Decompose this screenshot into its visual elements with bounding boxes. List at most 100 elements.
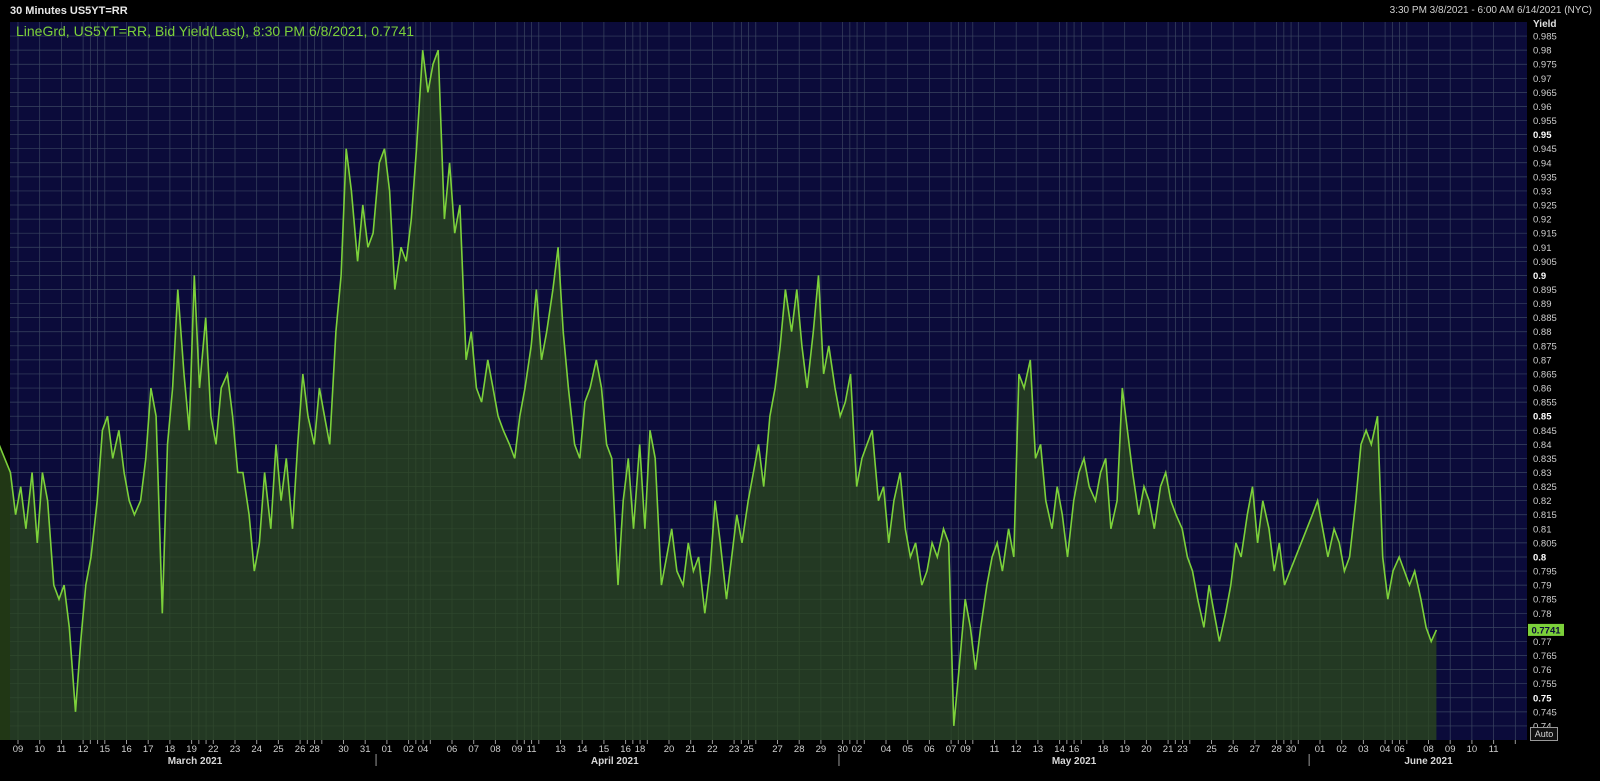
month-label: March 2021	[168, 756, 223, 767]
x-tick-label: 02	[852, 744, 863, 755]
x-tick-label: 01	[1315, 744, 1326, 755]
x-tick-label: 10	[1467, 744, 1478, 755]
x-tick-label: 22	[208, 744, 219, 755]
x-tick-label: 10	[34, 744, 45, 755]
x-tick-label: 07	[946, 744, 957, 755]
month-labels: March 2021 April 2021 May 2021 June 2021	[168, 754, 1453, 767]
x-tick-label: 24	[251, 744, 262, 755]
x-tick-label: 12	[1011, 744, 1022, 755]
x-tick-label: 16	[121, 744, 132, 755]
y-tick-label: 0.87	[1533, 355, 1552, 366]
x-tick-label: 09	[512, 744, 523, 755]
x-tick-label: 30	[338, 744, 349, 755]
y-tick-label: 0.805	[1533, 538, 1557, 549]
y-tick-label: 0.785	[1533, 595, 1557, 606]
x-tick-label: 11	[990, 744, 1000, 755]
x-tick-label: 28	[1271, 744, 1282, 755]
x-tick-label: 04	[1380, 744, 1391, 755]
window-title: 30 Minutes US5YT=RR	[10, 5, 128, 17]
y-tick-label: 0.86	[1533, 384, 1552, 395]
y-tick-label: 0.85	[1533, 412, 1552, 423]
y-tick-label: 0.82	[1533, 496, 1552, 507]
x-tick-label: 16	[620, 744, 631, 755]
y-tick-label: 0.95	[1533, 130, 1552, 141]
last-value-badge: 0.7741	[1528, 623, 1564, 636]
x-tick-label: 30	[837, 744, 848, 755]
y-tick-label: 0.865	[1533, 369, 1557, 380]
y-tick-label: 0.915	[1533, 229, 1557, 240]
y-axis: 0.740.7450.750.7550.760.7650.770.7750.78…	[1533, 32, 1557, 733]
x-tick-label: 15	[100, 744, 111, 755]
x-tick-label: 19	[186, 744, 197, 755]
x-tick-label: 29	[816, 744, 827, 755]
y-tick-label: 0.985	[1533, 32, 1557, 43]
y-tick-label: 0.955	[1533, 116, 1557, 127]
y-tick-label: 0.815	[1533, 510, 1557, 521]
x-tick-label: 28	[794, 744, 805, 755]
x-tick-label: 18	[1098, 744, 1109, 755]
x-tick-label: 28	[309, 744, 320, 755]
x-tick-label: 15	[599, 744, 610, 755]
y-axis-title: Yield	[1533, 19, 1557, 30]
y-tick-label: 0.78	[1533, 609, 1552, 620]
y-tick-label: 0.75	[1533, 693, 1552, 704]
x-tick-label: 02	[1336, 744, 1347, 755]
x-tick-label: 26	[295, 744, 306, 755]
x-tick-label: 31	[360, 744, 371, 755]
auto-scale-button[interactable]: Auto	[1530, 727, 1558, 741]
y-tick-label: 0.895	[1533, 285, 1557, 296]
x-axis: 09 10 11 12 15 16 17 18 19 22 23 24 25 26 28 30 31 01 02 04…	[13, 740, 1516, 755]
y-tick-label: 0.835	[1533, 454, 1557, 465]
y-tick-label: 0.81	[1533, 524, 1552, 535]
x-tick-label: 25	[743, 744, 754, 755]
x-tick-label: 09	[1445, 744, 1456, 755]
x-tick-label: 02	[403, 744, 414, 755]
x-tick-label: 30	[1286, 744, 1297, 755]
y-tick-label: 0.825	[1533, 482, 1557, 493]
y-tick-label: 0.975	[1533, 60, 1557, 71]
y-tick-label: 0.945	[1533, 144, 1557, 155]
month-label: June 2021	[1404, 756, 1453, 767]
y-tick-label: 0.91	[1533, 243, 1552, 254]
title-bar: 30 Minutes US5YT=RR 3:30 PM 3/8/2021 - 6…	[0, 0, 1600, 22]
x-tick-label: 09	[13, 744, 24, 755]
y-tick-label: 0.76	[1533, 665, 1552, 676]
y-tick-label: 0.93	[1533, 186, 1552, 197]
x-tick-label: 18	[165, 744, 176, 755]
x-tick-label: 06	[447, 744, 458, 755]
x-tick-label: 11	[527, 744, 537, 755]
x-tick-label: 20	[1141, 744, 1152, 755]
time-range: 3:30 PM 3/8/2021 - 6:00 AM 6/14/2021 (NY…	[1389, 5, 1592, 16]
y-tick-label: 0.885	[1533, 313, 1557, 324]
x-tick-label: 27	[772, 744, 783, 755]
x-tick-label: 11	[1489, 744, 1499, 755]
x-tick-label: 23	[729, 744, 740, 755]
x-tick-label: 20	[664, 744, 675, 755]
x-tick-label: 09	[960, 744, 971, 755]
x-tick-label: 21	[685, 744, 696, 755]
y-tick-label: 0.795	[1533, 567, 1557, 578]
last-value-box	[1528, 623, 1564, 636]
y-tick-label: 0.935	[1533, 172, 1557, 183]
last-value-text: 0.7741	[1531, 625, 1561, 636]
x-tick-label: 01	[382, 744, 393, 755]
y-tick-label: 0.855	[1533, 398, 1557, 409]
y-tick-label: 0.97	[1533, 74, 1552, 85]
x-tick-label: 22	[707, 744, 718, 755]
x-tick-label: 05	[902, 744, 913, 755]
x-tick-label: 13	[1033, 744, 1044, 755]
x-tick-label: 14	[577, 744, 588, 755]
y-tick-label: 0.88	[1533, 327, 1552, 338]
x-tick-label: 21	[1163, 744, 1174, 755]
yield-line	[0, 49, 1438, 726]
yield-area	[0, 50, 1437, 740]
y-tick-label: 0.845	[1533, 426, 1557, 437]
y-tick-label: 0.765	[1533, 651, 1557, 662]
chart-legend: LineGrd, US5YT=RR, Bid Yield(Last), 8:30…	[16, 23, 415, 39]
x-tick-label: 04	[881, 744, 892, 755]
y-tick-label: 0.965	[1533, 88, 1557, 99]
y-tick-label: 0.755	[1533, 679, 1557, 690]
y-tick-label: 0.79	[1533, 581, 1552, 592]
